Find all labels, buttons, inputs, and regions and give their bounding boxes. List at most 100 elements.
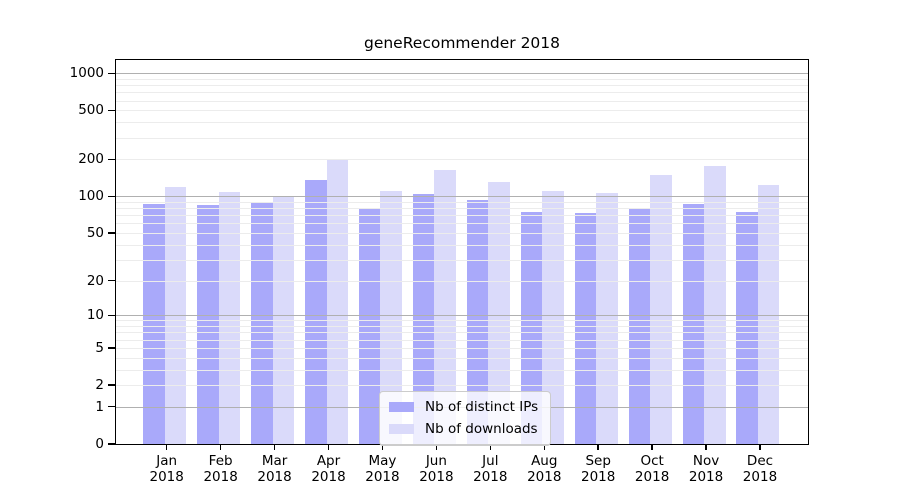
bar-downloads-jul bbox=[488, 182, 510, 444]
x-tick-year: 2018 bbox=[365, 469, 400, 485]
bar-downloads-oct bbox=[650, 174, 672, 444]
y-tickmark-100 bbox=[108, 195, 115, 198]
x-tick-month: May bbox=[368, 453, 397, 469]
x-tick-month: Nov bbox=[692, 453, 720, 469]
bar-distinct-ips-jan bbox=[143, 203, 165, 444]
y-tick-label-0: 0 bbox=[95, 436, 104, 452]
x-tick-label-may: May 2018 bbox=[347, 453, 417, 485]
x-tick-month: Sep bbox=[585, 453, 611, 469]
gridline-y-4 bbox=[116, 357, 808, 359]
x-tick-year: 2018 bbox=[149, 469, 184, 485]
y-tick-label-1: 1 bbox=[95, 398, 104, 415]
gridline-y-60 bbox=[116, 223, 808, 225]
gridline-y-700 bbox=[116, 92, 808, 94]
legend-swatch-distinct-ips bbox=[389, 402, 414, 412]
gridline-y-50 bbox=[116, 233, 808, 235]
y-tickmark-200 bbox=[108, 158, 115, 161]
gridline-y-90 bbox=[116, 201, 808, 203]
x-tick-year: 2018 bbox=[419, 469, 454, 485]
bar-downloads-feb bbox=[218, 192, 241, 444]
bar-downloads-nov bbox=[704, 165, 726, 444]
y-tickmark-1 bbox=[108, 406, 115, 408]
bar-downloads-jun bbox=[434, 169, 456, 444]
x-tick-year: 2018 bbox=[688, 469, 724, 485]
legend-item-distinct-ips: Nb of distinct IPs bbox=[389, 399, 538, 415]
gridline-y-80 bbox=[116, 208, 808, 210]
x-tickmark-mar bbox=[273, 445, 276, 450]
bar-downloads-apr bbox=[326, 159, 348, 444]
x-tickmark-feb bbox=[219, 445, 222, 450]
gridline-y-400 bbox=[116, 122, 808, 124]
y-tickmark-10 bbox=[108, 314, 115, 317]
plot-area: Nb of distinct IPs Nb of downloads bbox=[115, 59, 809, 446]
x-tick-year: 2018 bbox=[203, 469, 238, 485]
bar-distinct-ips-jun bbox=[412, 193, 435, 444]
y-tick-label-50: 50 bbox=[86, 225, 104, 242]
legend: Nb of distinct IPs Nb of downloads bbox=[379, 391, 552, 446]
y-tick-label-500: 500 bbox=[78, 102, 104, 119]
x-tickmark-aug bbox=[543, 445, 545, 450]
x-tick-month: Jul bbox=[482, 453, 499, 469]
x-tick-month: Mar bbox=[261, 453, 288, 469]
gridline-y-300 bbox=[116, 137, 808, 139]
bar-downloads-mar bbox=[272, 195, 295, 444]
x-tickmark-jun bbox=[435, 445, 438, 450]
bar-distinct-ips-mar bbox=[251, 202, 273, 444]
bar-downloads-aug bbox=[542, 191, 564, 444]
y-tickmark-5 bbox=[108, 347, 115, 349]
x-tick-year: 2018 bbox=[581, 469, 616, 485]
gridline-y-7 bbox=[116, 332, 808, 334]
bar-distinct-ips-apr bbox=[305, 180, 327, 444]
bars-layer bbox=[116, 60, 808, 444]
x-tick-label-nov: Nov 2018 bbox=[671, 453, 741, 485]
x-tick-label-dec: Dec 2018 bbox=[725, 453, 795, 485]
x-tickmark-apr bbox=[327, 445, 330, 450]
gridline-y-2 bbox=[116, 385, 808, 387]
x-tick-label-jun: Jun 2018 bbox=[401, 453, 471, 485]
gridline-y-3 bbox=[116, 369, 808, 371]
gridline-y-600 bbox=[116, 100, 808, 102]
x-tickmark-may bbox=[381, 445, 384, 450]
x-tickmark-sep bbox=[597, 445, 599, 450]
y-tick-label-10: 10 bbox=[86, 307, 104, 324]
x-tickmark-oct bbox=[651, 445, 653, 450]
y-tickmark-20 bbox=[108, 279, 115, 282]
legend-item-downloads: Nb of downloads bbox=[389, 421, 538, 437]
y-tickmark-2 bbox=[108, 384, 115, 386]
gridline-y-20 bbox=[116, 280, 808, 282]
y-tick-label-200: 200 bbox=[78, 151, 104, 168]
x-tick-year: 2018 bbox=[311, 469, 346, 485]
legend-label-distinct-ips: Nb of distinct IPs bbox=[425, 399, 539, 415]
x-tick-month: Jun bbox=[425, 453, 447, 469]
x-tick-month: Feb bbox=[208, 453, 233, 469]
bar-distinct-ips-nov bbox=[682, 203, 705, 444]
bar-distinct-ips-oct bbox=[628, 207, 651, 444]
chart-title: geneRecommender 2018 bbox=[363, 34, 561, 52]
x-tick-label-feb: Feb 2018 bbox=[186, 453, 256, 485]
y-tickmark-1000 bbox=[108, 72, 115, 74]
y-tick-label-1000: 1000 bbox=[69, 65, 104, 82]
x-tick-year: 2018 bbox=[742, 469, 778, 485]
y-tickmark-50 bbox=[108, 232, 115, 234]
bar-distinct-ips-feb bbox=[197, 204, 219, 444]
gridline-y-8 bbox=[116, 326, 808, 328]
gridline-y-6 bbox=[116, 339, 808, 341]
x-tickmark-dec bbox=[759, 445, 761, 450]
x-tick-year: 2018 bbox=[257, 469, 292, 485]
x-tick-label-oct: Oct 2018 bbox=[617, 453, 687, 485]
grid-layer bbox=[116, 60, 808, 444]
bar-downloads-dec bbox=[757, 184, 780, 444]
x-tick-label-mar: Mar 2018 bbox=[240, 453, 310, 485]
bar-distinct-ips-sep bbox=[574, 213, 597, 444]
y-tick-label-2: 2 bbox=[95, 377, 104, 394]
y-tick-label-20: 20 bbox=[86, 272, 104, 289]
gridline-y-900 bbox=[116, 78, 808, 80]
gridline-y-1000 bbox=[116, 73, 808, 75]
x-tick-label-jul: Jul 2018 bbox=[455, 453, 525, 485]
x-tick-month: Aug bbox=[531, 453, 558, 469]
y-tick-label-100: 100 bbox=[78, 188, 104, 205]
gridline-y-40 bbox=[116, 244, 808, 246]
x-tickmark-jan bbox=[166, 445, 168, 450]
gridline-y-70 bbox=[116, 215, 808, 217]
x-tick-label-aug: Aug 2018 bbox=[509, 453, 579, 485]
